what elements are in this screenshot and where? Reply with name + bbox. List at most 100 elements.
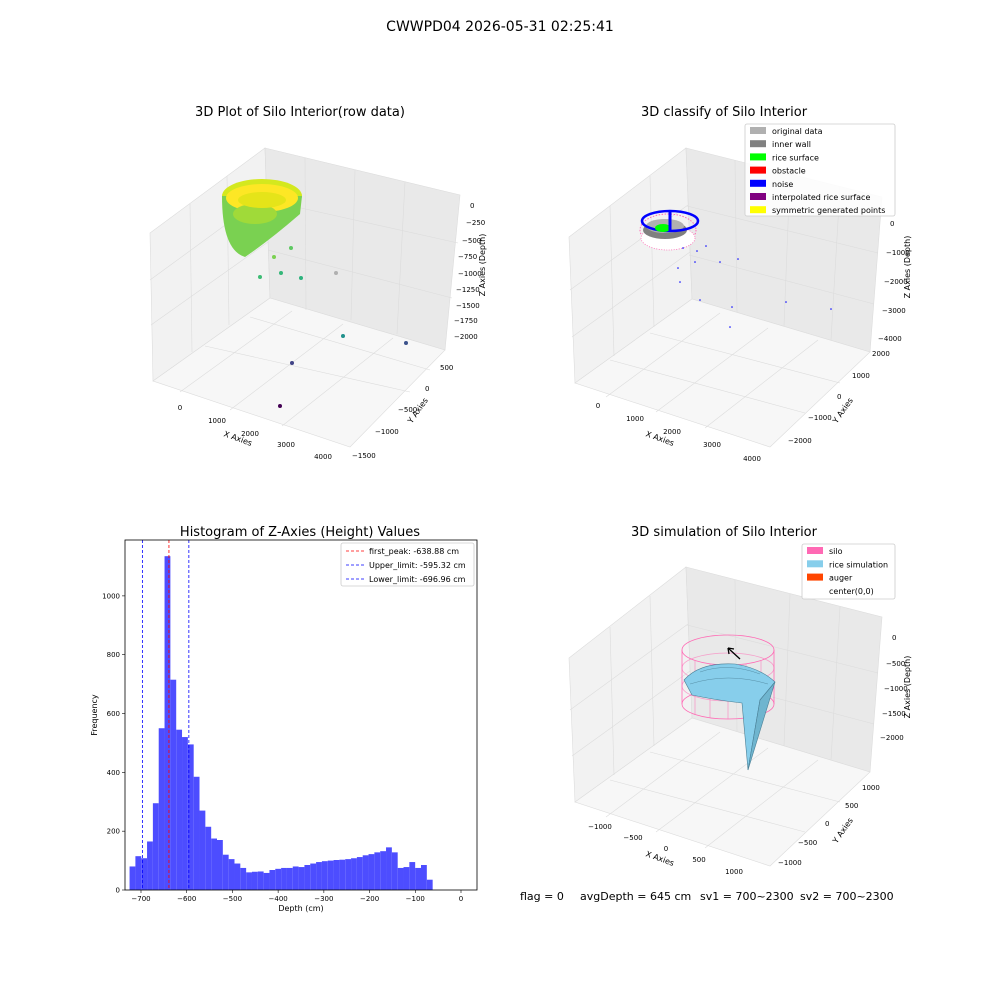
legend-color-swatch [807,573,823,581]
simulation-z-axis-label: Z Axies (Depth) [903,656,912,719]
histogram-bar [333,860,340,890]
classify-z-tick: −4000 [878,335,902,343]
histogram-plot-frame [124,539,478,891]
histogram-bar [409,862,416,890]
legend-entry-label: inner wall [772,140,811,149]
simulation-panel: 3D simulation of Silo Interior [568,525,912,876]
legend-entry-label: original data [772,127,823,136]
histogram-bar [310,863,317,890]
histogram-x-tick-label: −600 [177,895,196,903]
legend-entry-label: obstacle [772,167,806,176]
avg-depth-text: avgDepth = 645 cm [580,890,691,903]
histogram-bar [327,860,334,890]
histogram-bar [374,852,381,890]
histogram-bar [263,872,270,890]
histogram-bar [205,826,212,890]
raw-panel-title: 3D Plot of Silo Interior(row data) [195,105,405,120]
histogram-bar [286,867,293,890]
histogram-bar [386,847,392,890]
sv2-text: sv2 = 700~2300 [800,890,894,903]
raw-y-tick: −500 [398,406,417,414]
histogram-bar [152,803,159,890]
legend-color-swatch [750,140,766,148]
legend-entry-label: auger [829,574,853,583]
histogram-reference-lines [141,540,190,890]
classify-z-tick: −3000 [882,307,906,315]
classify-point-cloud [639,209,700,251]
classify-y-tick: 2000 [872,350,890,358]
simulation-y-tick: −1000 [778,859,802,867]
legend-entry-label: center(0,0) [829,587,874,596]
simulation-y-ticks: 1000 500 0 −500 −1000 [778,784,880,867]
legend-color-swatch [750,206,766,214]
raw-z-tick: −500 [462,237,481,245]
classify-noise-points [677,245,832,328]
histogram-bar [403,867,410,890]
histogram-x-tick-label: 0 [459,895,463,903]
histogram-bar [321,861,328,890]
legend-entry-label: Upper_limit: -595.32 cm [369,561,466,570]
raw-x-tick: 4000 [314,453,332,461]
classify-legend: original data inner wall rice surface obsta… [744,123,896,217]
raw-3d-axes-box [149,147,461,448]
histogram-y-tick-label: 600 [107,710,120,718]
histogram-bar [391,852,398,890]
raw-y-tick: 500 [440,364,453,372]
raw-x-tick: 3000 [277,441,295,449]
histogram-y-tick-label: 800 [107,651,120,659]
simulation-x-ticks: −1000 −500 0 500 1000 [588,823,743,876]
legend-entry-label: rice surface [772,153,819,162]
classify-x-tick: 4000 [743,455,761,463]
classify-panel-title: 3D classify of Silo Interior [641,105,808,120]
raw-y-tick: −1500 [352,452,376,460]
classify-x-tick: 0 [596,402,600,410]
legend-color-swatch [807,560,823,568]
raw-x-ticks: 0 1000 2000 3000 4000 [178,404,332,461]
histogram-bar [356,857,363,890]
sv1-text: sv1 = 700~2300 [700,890,794,903]
raw-x-tick: 1000 [208,417,226,425]
histogram-y-tick-label: 1000 [102,592,120,600]
raw-z-tick: −1250 [456,286,480,294]
simulation-y-tick: 1000 [862,784,880,792]
classify-y-tick: −2000 [788,437,812,445]
histogram-bars [129,556,433,890]
histogram-bar [170,679,177,890]
raw-z-tick: −1750 [454,317,478,325]
simulation-x-tick: 500 [692,856,705,864]
legend-color-swatch [750,127,766,134]
histogram-bar [199,810,206,890]
histogram-bar [158,728,165,890]
histogram-bar [228,859,235,890]
histogram-x-tick-label: −300 [314,895,333,903]
histogram-bar [304,865,311,890]
classify-y-tick: 0 [837,393,841,401]
simulation-z-tick: −1500 [882,710,906,718]
simulation-y-axis-label: Y Axies [830,816,855,846]
histogram-bar [246,872,252,890]
raw-z-tick: −250 [466,219,485,227]
raw-point-cloud [222,179,302,257]
flag-text: flag = 0 [520,890,564,903]
histogram-bar [339,859,346,890]
histogram-y-ticks: 0 200 400 600 800 1000 [102,592,125,895]
rice-simulation-surface [683,663,776,771]
classify-x-tick: 1000 [626,415,644,423]
raw-y-tick: −1000 [375,428,399,436]
simulation-y-tick: 0 [825,820,829,828]
histogram-bar [345,859,352,890]
classify-y-tick: −1000 [808,414,832,422]
histogram-bar [269,870,276,890]
histogram-y-axis-label: Frequency [90,694,99,736]
legend-entry-label: noise [772,180,793,189]
histogram-legend: first_peak: -638.88 cm Upper_limit: -595.… [340,542,475,587]
classify-y-tick: 1000 [852,372,870,380]
raw-x-tick: 0 [178,404,182,412]
classify-x-tick: 3000 [703,441,721,449]
histogram-x-tick-label: −200 [360,895,379,903]
classify-x-tick: 2000 [663,428,681,436]
raw-z-tick: −1500 [456,302,480,310]
histogram-bar [217,840,223,890]
histogram-bar [187,744,194,890]
